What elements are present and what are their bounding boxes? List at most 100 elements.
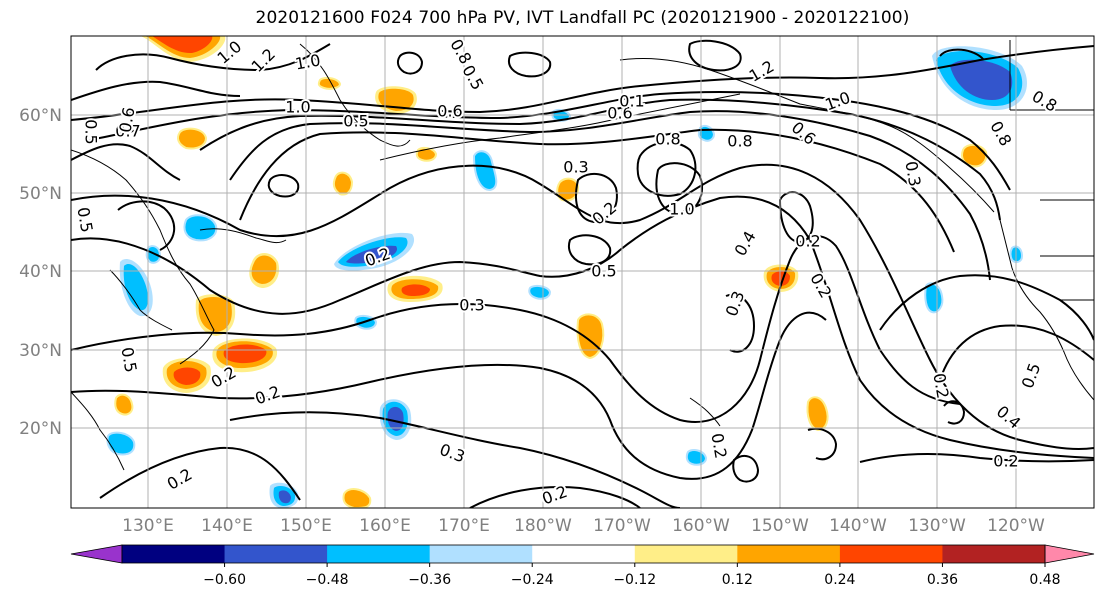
colorbar-extend-low bbox=[70, 544, 123, 564]
contour-value-label: 0.6 bbox=[607, 104, 632, 123]
longitude-label: 130°E bbox=[122, 516, 174, 536]
pv-contour bbox=[879, 274, 1094, 341]
pv-contour bbox=[89, 91, 1011, 191]
colorbar-tick-label: −0.24 bbox=[511, 572, 554, 588]
latitude-label: 50°N bbox=[19, 184, 62, 204]
negative-pv-blob bbox=[472, 150, 498, 192]
pv-shading-layer bbox=[106, 36, 1027, 508]
colorbar-segment bbox=[122, 545, 226, 563]
pv-contour-layer bbox=[71, 39, 1094, 508]
colorbar-tick-label: −0.12 bbox=[613, 572, 656, 588]
colorbar-segment bbox=[737, 545, 841, 563]
pv-contour bbox=[725, 293, 756, 353]
contour-value-label: 0.5 bbox=[591, 262, 616, 281]
pv-contour bbox=[99, 446, 301, 501]
colorbar: −0.60 −0.48 −0.36 −0.24 −0.12 0.12 0.24 0.36 0.4… bbox=[70, 544, 1095, 588]
pv-contour bbox=[568, 234, 612, 266]
colorbar-segment bbox=[942, 545, 1046, 563]
longitude-label: 150°E bbox=[280, 516, 332, 536]
positive-pv-blob bbox=[140, 36, 226, 62]
colorbar-tick-label: −0.36 bbox=[408, 572, 451, 588]
pv-contour bbox=[71, 80, 241, 101]
contour-value-label: 0.2 bbox=[929, 372, 952, 400]
contour-value-label: 1.2 bbox=[248, 45, 279, 76]
latitude-labels: 60°N 50°N 40°N 30°N 20°N bbox=[19, 106, 62, 439]
longitude-label: 180°W bbox=[514, 516, 572, 536]
latitude-label: 40°N bbox=[19, 262, 62, 282]
pv-contour bbox=[95, 43, 331, 72]
latitude-label: 60°N bbox=[19, 106, 62, 126]
asia-coastline bbox=[71, 149, 287, 471]
negative-pv-blob bbox=[685, 449, 708, 466]
longitude-label: 170°E bbox=[438, 516, 490, 536]
negative-pv-blob bbox=[145, 245, 162, 264]
contour-value-label: 1.0 bbox=[294, 50, 322, 73]
map-frame bbox=[70, 35, 1095, 509]
pv-contour bbox=[655, 162, 703, 216]
pv-contour bbox=[71, 235, 961, 423]
positive-pv-blob bbox=[576, 313, 605, 360]
colorbar-tick-label: 0.48 bbox=[1029, 572, 1060, 588]
pv-contour bbox=[396, 51, 424, 75]
contour-value-label: 0.4 bbox=[731, 228, 760, 260]
contour-value-label: 0.3 bbox=[437, 440, 467, 467]
colorbar-tick-label: 0.36 bbox=[927, 572, 958, 588]
pv-contour bbox=[71, 195, 1094, 459]
contour-value-label: 0.2 bbox=[252, 382, 282, 409]
positive-pv-blob bbox=[162, 357, 211, 393]
contour-value-label: 0.5 bbox=[1018, 360, 1045, 390]
pv-contour bbox=[943, 400, 966, 425]
pv-contour bbox=[71, 143, 181, 181]
negative-pv-blob bbox=[924, 282, 944, 314]
longitude-label: 170°W bbox=[593, 516, 651, 536]
contour-value-label: 0.6 bbox=[437, 102, 462, 121]
positive-pv-blob bbox=[387, 275, 443, 302]
pv-contour bbox=[807, 427, 838, 461]
contour-value-label: 0.3 bbox=[901, 160, 924, 188]
contour-value-label: 0.8 bbox=[986, 118, 1015, 150]
pv-contour bbox=[117, 200, 175, 251]
contour-value-label: 0.5 bbox=[343, 112, 368, 131]
colorbar-segment bbox=[634, 545, 738, 563]
positive-pv-blob bbox=[375, 86, 417, 114]
negative-pv-blob bbox=[183, 214, 218, 242]
colorbar-segment bbox=[224, 545, 328, 563]
longitude-label: 150°W bbox=[751, 516, 809, 536]
pv-contour bbox=[71, 311, 827, 480]
colorbar-segment bbox=[429, 545, 533, 563]
contour-value-label: 0.2 bbox=[164, 465, 196, 494]
contour-value-label: 1.0 bbox=[669, 200, 694, 219]
colorbar-tick-label: −0.48 bbox=[306, 572, 349, 588]
positive-pv-blob bbox=[195, 294, 236, 336]
positive-pv-blob bbox=[806, 396, 829, 432]
contour-value-label: 0.5 bbox=[458, 62, 487, 94]
graticule-layer bbox=[71, 36, 1094, 508]
colorbar-extend-high bbox=[1044, 544, 1095, 564]
map-title: 2020121600 F024 700 hPa PV, IVT Landfall… bbox=[255, 8, 910, 28]
contour-value-label: 0.5 bbox=[117, 346, 140, 374]
pv-contour bbox=[508, 51, 552, 78]
pv-contour bbox=[267, 174, 300, 198]
positive-pv-blob bbox=[177, 127, 208, 150]
pv-contour bbox=[859, 452, 1094, 463]
colorbar-segment bbox=[532, 545, 636, 563]
colorbar-tick-label: 0.24 bbox=[824, 572, 855, 588]
pv-contour bbox=[469, 485, 641, 508]
pv-contour bbox=[229, 411, 681, 508]
contour-value-label: 0.3 bbox=[563, 158, 588, 177]
negative-pv-blob bbox=[119, 258, 153, 317]
positive-pv-blob bbox=[212, 338, 278, 373]
kamchatka-coastline bbox=[299, 43, 411, 147]
longitude-label: 160°W bbox=[672, 516, 730, 536]
pv-contour bbox=[688, 39, 742, 72]
latitude-label: 20°N bbox=[19, 419, 62, 439]
pv-contour bbox=[229, 110, 991, 281]
colorbar-tick-label: 0.12 bbox=[722, 572, 753, 588]
hawaii-islands bbox=[689, 397, 721, 427]
contour-value-label: 0.2 bbox=[539, 482, 569, 509]
negative-pv-blob bbox=[379, 399, 412, 440]
contour-value-label: 0.5 bbox=[82, 119, 101, 144]
contour-value-label: 0.2 bbox=[707, 432, 730, 460]
pv-contour bbox=[636, 141, 697, 197]
